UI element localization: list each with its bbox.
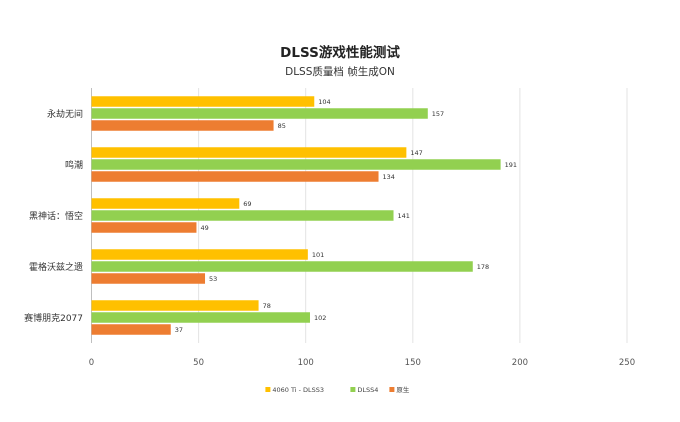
bar: [91, 249, 308, 260]
bar: [91, 171, 379, 182]
data-label: 69: [243, 200, 251, 208]
data-label: 191: [505, 161, 517, 169]
x-tick-label: 200: [512, 358, 528, 368]
category-label: 霍格沃兹之遗: [29, 261, 83, 273]
bar: [91, 198, 240, 209]
data-label: 85: [278, 122, 286, 130]
x-tick-label: 250: [619, 358, 635, 368]
data-label: 104: [318, 98, 330, 106]
data-label: 134: [383, 173, 395, 181]
x-tick-label: 100: [298, 358, 314, 368]
category-label: 黑神话：悟空: [29, 210, 83, 222]
bar: [91, 273, 206, 284]
x-tick-label: 0: [89, 358, 94, 368]
data-label: 102: [314, 314, 326, 322]
legend-swatch: [389, 387, 395, 392]
category-label: 赛博朋克2077: [24, 312, 83, 324]
legend-label: 4060 Ti - DLSS3: [272, 386, 324, 394]
chart-subtitle: DLSS质量档 帧生成ON: [285, 66, 395, 78]
bar: [91, 147, 407, 158]
bar: [91, 108, 428, 119]
data-label: 141: [398, 212, 410, 220]
legend-swatch: [265, 387, 271, 392]
bar: [91, 300, 259, 311]
data-label: 37: [175, 326, 183, 334]
data-label: 101: [312, 251, 324, 259]
legend-label: 原生: [396, 385, 410, 394]
bar: [91, 324, 171, 335]
data-label: 178: [477, 263, 489, 271]
bar: [91, 312, 310, 323]
bar: [91, 159, 501, 170]
bar: [91, 120, 274, 131]
data-label: 49: [200, 224, 208, 232]
chart-title: DLSS游戏性能测试: [280, 45, 400, 61]
x-tick-label: 150: [405, 358, 421, 368]
bar: [91, 261, 473, 272]
data-label: 147: [410, 149, 422, 157]
bar: [91, 96, 315, 107]
bar: [91, 222, 197, 233]
data-label: 78: [263, 302, 271, 310]
category-label: 永劫无间: [47, 108, 83, 120]
data-label: 53: [209, 275, 217, 283]
category-label: 鸣潮: [65, 159, 83, 171]
legend-label: DLSS4: [357, 386, 378, 394]
legend-swatch: [350, 387, 356, 392]
bar: [91, 210, 394, 221]
data-label: 157: [432, 110, 444, 118]
x-tick-label: 50: [193, 358, 204, 368]
